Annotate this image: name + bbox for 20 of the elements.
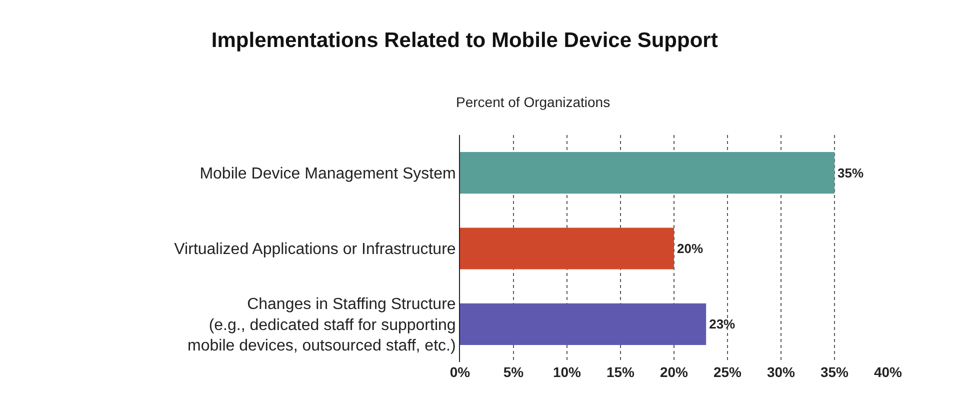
x-tick-label: 10%: [552, 364, 582, 380]
bar: [460, 303, 706, 345]
bar: [460, 228, 674, 270]
chart-subtitle: Percent of Organizations: [456, 94, 610, 110]
x-tick-label: 20%: [660, 364, 689, 380]
data-label: 20%: [677, 241, 704, 256]
y-tick-label: Mobile Device Management System: [200, 165, 456, 182]
x-tick-label: 40%: [874, 364, 903, 380]
y-tick-label: Virtualized Applications or Infrastructure: [174, 241, 456, 258]
data-label: 23%: [709, 316, 736, 332]
x-tick-label: 5%: [503, 364, 524, 380]
x-tick-label: 35%: [820, 364, 850, 380]
y-tick-label: Changes in Staffing Structure (e.g., dedicated staff for supporting mobile devices, outsourced staff, etc.): [188, 296, 456, 355]
data-label: 35%: [838, 165, 864, 180]
chart-title: Implementations Related to Mobile Device Support: [211, 28, 718, 52]
x-tick-label: 30%: [766, 364, 796, 380]
x-tick-label: 0%: [450, 364, 471, 380]
x-tick-label: 25%: [713, 364, 742, 380]
bar: [460, 152, 834, 194]
x-tick-label: 15%: [606, 364, 636, 380]
